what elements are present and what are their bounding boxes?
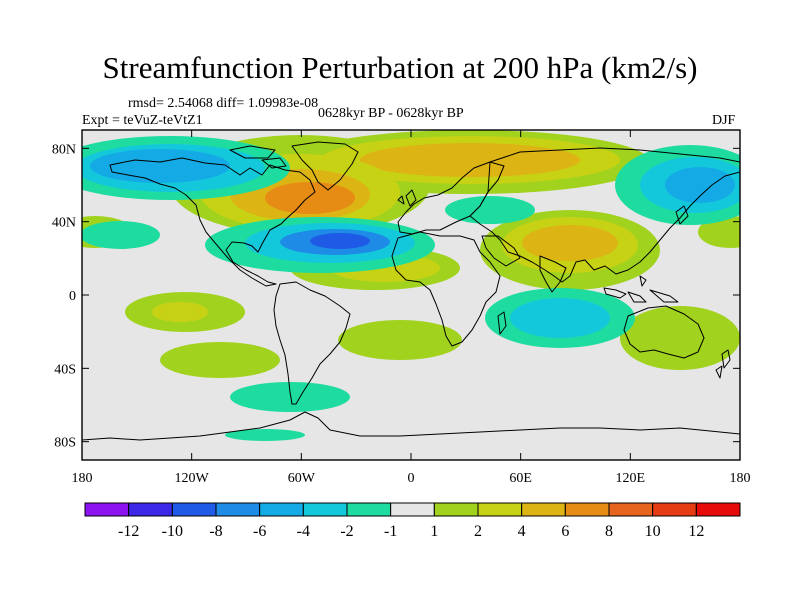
field-negative	[230, 382, 350, 412]
field-negative	[82, 221, 160, 249]
field-negative	[510, 298, 610, 338]
longitude-axis: 180 120W 60W 0 60E 120E 180	[72, 130, 751, 486]
colorbar-label: 10	[645, 523, 661, 540]
africa-coast	[391, 231, 501, 347]
contour-fields	[82, 130, 740, 441]
colorbar-box	[521, 502, 566, 517]
lon-tick-label: 120W	[175, 471, 210, 486]
lat-tick-label: 40S	[54, 362, 76, 377]
new-zealand	[715, 349, 731, 379]
chart-title: Streamfunction Perturbation at 200 hPa (…	[102, 50, 698, 85]
colorbar-box	[477, 502, 523, 517]
colorbar-box	[608, 502, 654, 517]
colorbar-box	[346, 502, 392, 517]
lon-tick-label: 180	[730, 471, 751, 486]
lat-tick-label: 80N	[52, 142, 76, 157]
colorbar-box	[433, 502, 479, 517]
colorbar-label: 8	[605, 523, 613, 540]
coastlines	[82, 141, 740, 441]
lon-tick-label: 120E	[616, 471, 646, 486]
lat-tick-label: 0	[69, 289, 76, 304]
lon-tick-label: 0	[408, 471, 415, 486]
colorbar-label: 1	[430, 523, 438, 540]
colorbar-box	[171, 502, 217, 517]
arabia	[481, 235, 521, 267]
lat-tick-label: 80S	[54, 436, 76, 451]
field-positive	[160, 342, 280, 378]
lon-tick-label: 60W	[288, 471, 316, 486]
colorbar-box	[259, 502, 304, 517]
greenland-coast	[291, 141, 359, 191]
colorbar-box	[652, 502, 697, 517]
colorbar-label: 4	[518, 523, 526, 540]
colorbar-label: -12	[118, 523, 139, 540]
australia-coast	[623, 305, 705, 359]
stats-label: rmsd= 2.54068 diff= 1.09983e-08	[128, 96, 319, 111]
arctic-islands	[229, 145, 287, 169]
british-isles	[397, 189, 417, 207]
lon-tick-label: 60E	[509, 471, 532, 486]
lat-tick-label: 40N	[52, 216, 76, 231]
colorbar-label: -8	[209, 523, 222, 540]
colorbar-box	[128, 502, 173, 517]
colorbar-box	[695, 502, 741, 517]
colorbar-boxes	[84, 502, 741, 517]
india	[539, 255, 567, 293]
colorbar-label: -2	[340, 523, 353, 540]
asia-coast	[469, 147, 740, 283]
season-label: DJF	[712, 113, 736, 128]
field-positive	[152, 302, 208, 322]
south-america-coast	[273, 281, 351, 405]
europe-coast	[397, 161, 505, 235]
field-positive	[698, 216, 740, 248]
colorbar-box	[390, 502, 435, 517]
madagascar	[497, 311, 507, 335]
field-negative	[310, 233, 370, 249]
field-positive	[620, 306, 740, 370]
colorbar-label: -1	[384, 523, 397, 540]
latitude-axis: 80N 40N 0 40S 80S	[52, 142, 740, 451]
colorbar-label: -10	[162, 523, 183, 540]
colorbar-box	[215, 502, 261, 517]
field-negative	[225, 429, 305, 441]
field-negative	[665, 167, 735, 203]
colorbar-box	[84, 502, 130, 517]
colorbar-label: 6	[561, 523, 569, 540]
north-america-coast	[109, 157, 316, 287]
field-positive	[265, 182, 355, 214]
field-positive	[522, 225, 618, 261]
colorbar-box	[564, 502, 610, 517]
field-positive	[338, 320, 462, 360]
colorbar-labels: -12 -10 -8 -6 -4 -2 -1 1 2 4 6 8 10 12	[118, 523, 704, 540]
colorbar-label: 2	[474, 523, 482, 540]
colorbar-label: 12	[688, 523, 704, 540]
experiment-label: Expt = teVuZ-teVtZ1	[82, 113, 203, 128]
japan	[675, 205, 689, 225]
antarctica-coast	[82, 411, 740, 441]
colorbar-box	[302, 502, 348, 517]
colorbar-label: -4	[297, 523, 310, 540]
colorbar-label: -6	[253, 523, 266, 540]
maritime-islands	[603, 275, 679, 303]
lon-tick-label: 180	[72, 471, 93, 486]
period-label: 0628kyr BP - 0628kyr BP	[318, 106, 464, 121]
